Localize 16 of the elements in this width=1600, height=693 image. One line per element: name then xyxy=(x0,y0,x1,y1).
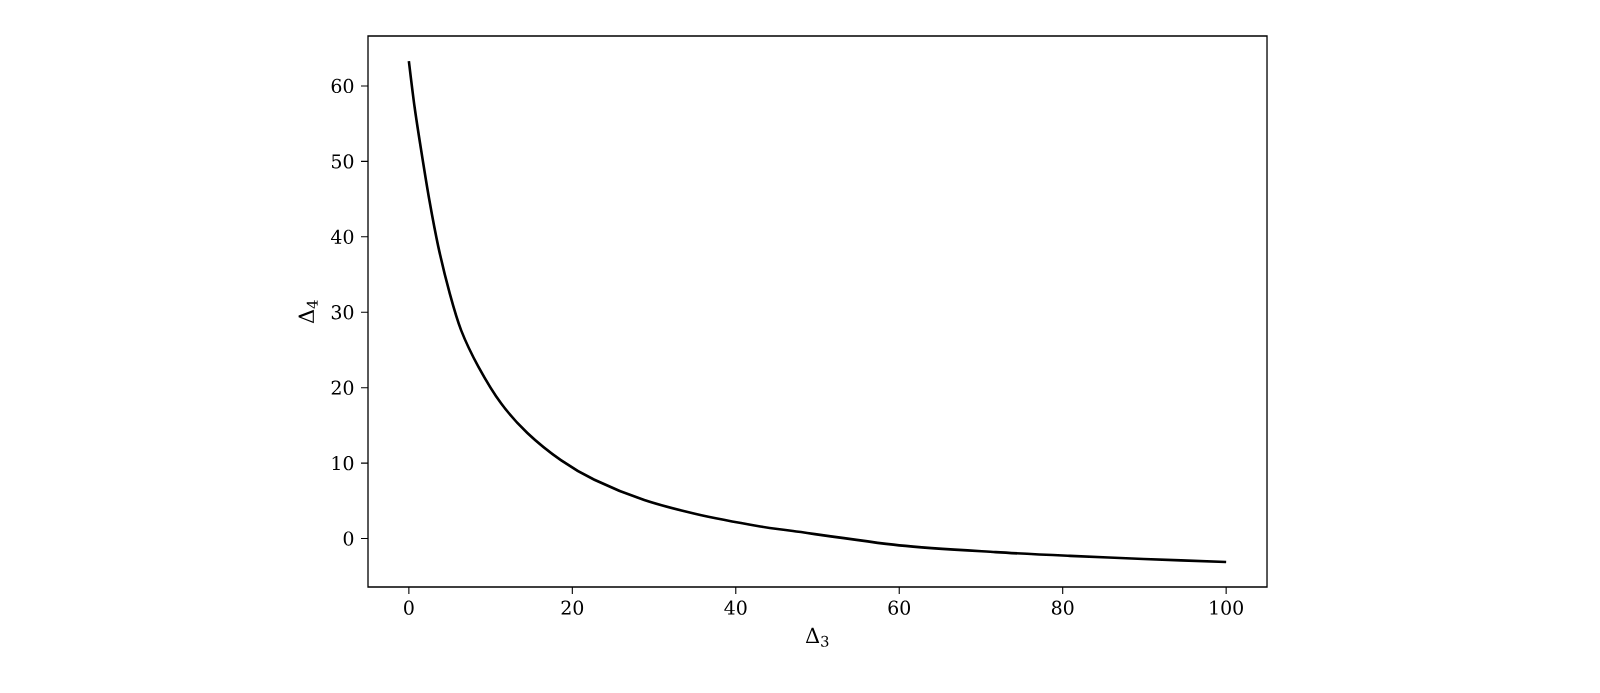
y-tick-label: 10 xyxy=(332,455,354,471)
x-tick-label: 40 xyxy=(724,600,747,615)
y-tick-label: 0 xyxy=(343,531,354,546)
x-tick-label: 100 xyxy=(1210,600,1243,615)
y-tick-label: 40 xyxy=(330,229,354,244)
line-series xyxy=(407,59,1228,564)
x-axis-title: Δ$_{3}$ xyxy=(805,627,829,647)
x-tick-label: 60 xyxy=(888,600,911,615)
y-tick-label: 30 xyxy=(331,305,354,320)
y-tick-label: 50 xyxy=(332,154,354,169)
x-tick-label: 0 xyxy=(404,600,414,615)
x-tick-label: 20 xyxy=(561,600,584,615)
x-tick-label: 80 xyxy=(1051,600,1074,615)
y-axis-title: Δ$_{4}$ xyxy=(298,300,318,324)
y-tick-label: 20 xyxy=(331,380,354,395)
y-tick-label: 60 xyxy=(331,78,354,94)
